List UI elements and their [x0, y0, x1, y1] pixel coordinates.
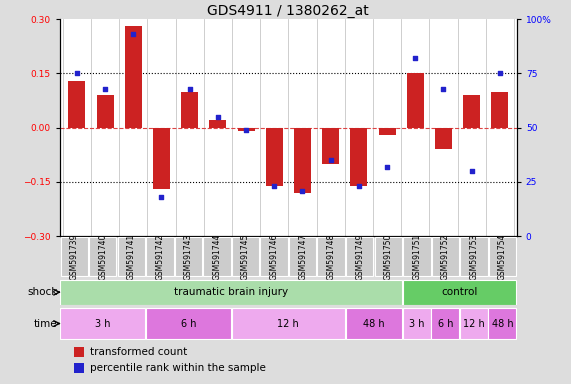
FancyBboxPatch shape	[175, 237, 202, 276]
FancyBboxPatch shape	[403, 280, 517, 305]
Bar	[294, 127, 311, 193]
FancyBboxPatch shape	[232, 237, 259, 276]
FancyBboxPatch shape	[489, 308, 517, 339]
Text: 48 h: 48 h	[363, 318, 385, 329]
FancyBboxPatch shape	[346, 237, 373, 276]
Bar	[379, 127, 396, 135]
FancyBboxPatch shape	[146, 308, 231, 339]
Bar	[153, 127, 170, 189]
Bar	[125, 26, 142, 127]
Point	[495, 70, 504, 76]
Point	[270, 183, 279, 189]
Text: GSM591754: GSM591754	[498, 233, 507, 280]
FancyBboxPatch shape	[61, 237, 88, 276]
Text: GSM591740: GSM591740	[98, 233, 107, 280]
Text: 6 h: 6 h	[437, 318, 453, 329]
FancyBboxPatch shape	[232, 308, 345, 339]
Text: GSM591739: GSM591739	[70, 233, 79, 280]
FancyBboxPatch shape	[403, 308, 431, 339]
Bar	[74, 347, 84, 357]
Text: percentile rank within the sample: percentile rank within the sample	[90, 363, 266, 373]
Bar	[74, 363, 84, 373]
Point	[128, 31, 138, 38]
Bar	[238, 127, 255, 131]
Text: 3 h: 3 h	[95, 318, 111, 329]
FancyBboxPatch shape	[460, 308, 488, 339]
FancyBboxPatch shape	[203, 237, 231, 276]
Text: GSM591752: GSM591752	[441, 233, 450, 280]
Title: GDS4911 / 1380262_at: GDS4911 / 1380262_at	[207, 4, 369, 18]
FancyBboxPatch shape	[489, 237, 516, 276]
FancyBboxPatch shape	[403, 237, 431, 276]
FancyBboxPatch shape	[260, 237, 288, 276]
Point	[185, 86, 194, 92]
Bar	[210, 121, 226, 127]
Point	[467, 168, 476, 174]
FancyBboxPatch shape	[61, 280, 402, 305]
FancyBboxPatch shape	[118, 237, 145, 276]
Point	[298, 187, 307, 194]
FancyBboxPatch shape	[146, 237, 174, 276]
Text: GSM591745: GSM591745	[241, 233, 250, 280]
Text: GSM591741: GSM591741	[127, 233, 136, 280]
Bar	[266, 127, 283, 185]
Text: GSM591747: GSM591747	[298, 233, 307, 280]
Text: transformed count: transformed count	[90, 347, 187, 357]
Point	[73, 70, 82, 76]
Text: 12 h: 12 h	[278, 318, 299, 329]
Bar	[96, 95, 114, 127]
Text: time: time	[34, 318, 58, 329]
FancyBboxPatch shape	[375, 237, 402, 276]
FancyBboxPatch shape	[289, 237, 316, 276]
FancyBboxPatch shape	[432, 308, 459, 339]
Bar	[407, 73, 424, 127]
FancyBboxPatch shape	[89, 237, 116, 276]
Text: GSM591743: GSM591743	[184, 233, 193, 280]
Point	[242, 127, 251, 133]
Bar	[351, 127, 367, 185]
Point	[157, 194, 166, 200]
Point	[439, 86, 448, 92]
Text: GSM591746: GSM591746	[270, 233, 279, 280]
Text: 12 h: 12 h	[463, 318, 485, 329]
Point	[354, 183, 363, 189]
Point	[383, 164, 392, 170]
Point	[326, 157, 335, 163]
Text: GSM591753: GSM591753	[469, 233, 478, 280]
Text: GSM591742: GSM591742	[155, 233, 164, 280]
Bar	[463, 95, 480, 127]
Bar	[435, 127, 452, 149]
Text: GSM591744: GSM591744	[212, 233, 222, 280]
Text: 3 h: 3 h	[409, 318, 425, 329]
FancyBboxPatch shape	[346, 308, 402, 339]
Text: 6 h: 6 h	[180, 318, 196, 329]
Bar	[492, 91, 508, 127]
FancyBboxPatch shape	[432, 237, 459, 276]
FancyBboxPatch shape	[317, 237, 345, 276]
Text: GSM591751: GSM591751	[412, 233, 421, 280]
Point	[214, 114, 223, 120]
Point	[100, 86, 110, 92]
Text: GSM591748: GSM591748	[327, 233, 336, 280]
Text: GSM591750: GSM591750	[384, 233, 393, 280]
Text: traumatic brain injury: traumatic brain injury	[174, 287, 288, 297]
Point	[411, 55, 420, 61]
Text: control: control	[441, 287, 478, 297]
Bar	[69, 81, 85, 127]
FancyBboxPatch shape	[61, 308, 145, 339]
Bar	[181, 91, 198, 127]
FancyBboxPatch shape	[460, 237, 488, 276]
Bar	[322, 127, 339, 164]
Text: 48 h: 48 h	[492, 318, 513, 329]
Text: shock: shock	[27, 287, 58, 297]
Text: GSM591749: GSM591749	[355, 233, 364, 280]
